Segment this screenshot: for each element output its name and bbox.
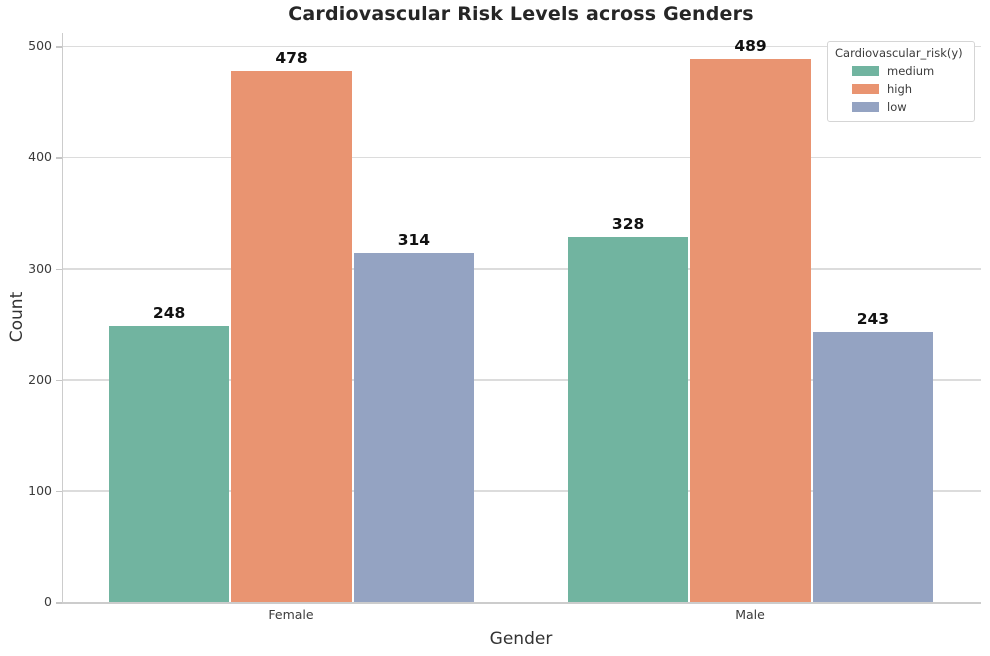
y-tickmark-0 xyxy=(56,602,62,604)
y-tick-label-100: 100 xyxy=(28,482,52,498)
y-tick-label-500: 500 xyxy=(28,38,52,54)
bar-value-male-low: 243 xyxy=(856,309,890,328)
bar-male-high xyxy=(690,58,811,602)
gridline-400 xyxy=(63,156,981,159)
legend-item-high: high xyxy=(834,82,968,96)
legend-title: Cardiovascular_risk(y) xyxy=(835,46,963,60)
bar-value-female-medium: 248 xyxy=(152,304,186,323)
bar-male-low xyxy=(812,331,934,602)
y-tick-label-0: 0 xyxy=(44,594,52,609)
legend-label-medium: medium xyxy=(887,64,935,78)
x-axis-label: Gender xyxy=(489,629,553,649)
gridline-300 xyxy=(63,268,981,270)
bar-female-medium xyxy=(108,326,230,602)
legend: Cardiovascular_risk(y) medium high low xyxy=(827,41,975,122)
legend-label-low: low xyxy=(887,100,907,114)
bar-value-female-high: 478 xyxy=(275,48,308,67)
legend-label-high: high xyxy=(887,82,913,96)
bar-male-medium xyxy=(567,237,689,602)
y-axis-label: Count xyxy=(7,291,27,343)
legend-item-low: low xyxy=(834,100,968,114)
x-tick-label-female: Female xyxy=(268,607,314,622)
bar-value-female-low: 314 xyxy=(397,231,431,250)
bar-value-male-high: 489 xyxy=(734,36,767,55)
y-tick-label-300: 300 xyxy=(28,260,52,276)
legend-swatch-low-icon xyxy=(852,102,879,112)
chart-title: Cardiovascular Risk Levels across Gender… xyxy=(288,3,754,25)
x-tick-label-male: Male xyxy=(735,607,765,622)
y-tickmark-100 xyxy=(56,490,62,493)
gridline-200 xyxy=(63,379,981,381)
y-tick-label-400: 400 xyxy=(28,149,52,165)
legend-swatch-medium-icon xyxy=(852,66,879,76)
y-tickmark-300 xyxy=(56,268,62,271)
bar-female-low xyxy=(353,253,475,602)
y-tickmark-200 xyxy=(56,379,62,382)
y-tickmark-500 xyxy=(56,46,62,48)
bar-female-high xyxy=(231,70,352,602)
y-tick-label-200: 200 xyxy=(28,371,52,387)
legend-item-medium: medium xyxy=(834,64,968,78)
gridline-100 xyxy=(63,490,981,492)
y-tickmark-400 xyxy=(56,157,62,159)
legend-swatch-high-icon xyxy=(852,84,879,94)
bar-value-male-medium: 328 xyxy=(611,215,645,234)
gridline-500 xyxy=(63,45,981,48)
